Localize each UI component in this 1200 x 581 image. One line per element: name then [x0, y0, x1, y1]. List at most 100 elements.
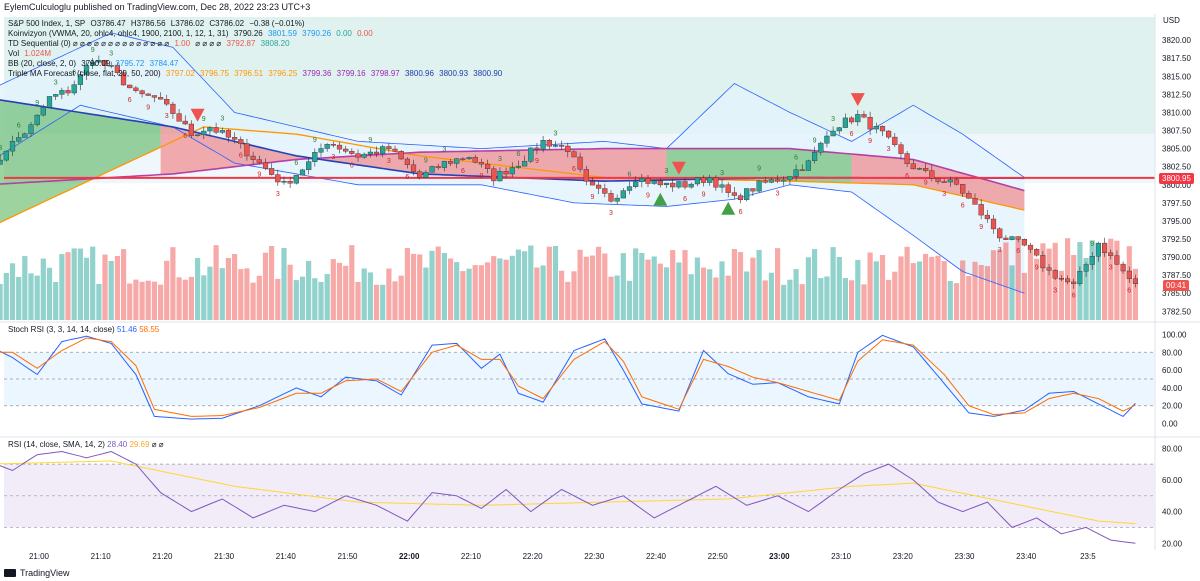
candle-body: [1046, 267, 1052, 271]
countdown-label: 00:41: [1163, 280, 1190, 291]
candle-body: [1052, 270, 1058, 279]
time-axis-tick: 22:50: [708, 552, 729, 561]
candle-body: [824, 135, 830, 144]
candle-body: [441, 161, 448, 168]
candle-body: [448, 161, 454, 164]
legend-td-v2: ⌀ ⌀ ⌀ ⌀: [195, 39, 222, 48]
td-count: 6: [461, 168, 465, 175]
volume-bar: [559, 270, 565, 320]
volume-bar: [176, 277, 182, 320]
rsi-band: [4, 464, 1155, 528]
candle-body: [892, 136, 898, 145]
volume-bar: [867, 252, 873, 320]
volume-bar: [565, 281, 571, 320]
buy-signal-icon: [653, 192, 668, 206]
volume-bar: [916, 261, 923, 320]
candle-body: [528, 147, 534, 162]
volume-bar: [540, 265, 546, 320]
candle-body: [1034, 249, 1040, 256]
candle-body: [960, 184, 966, 194]
legend-vol: Vol 1.024M: [8, 49, 54, 59]
volume-bar: [158, 284, 164, 320]
rsi-title: RSI (14, close, SMA, 14, 2): [8, 440, 105, 449]
candle-body: [781, 179, 787, 182]
candle-body: [941, 181, 947, 183]
candle-body: [577, 156, 583, 170]
volume-bar: [1027, 247, 1034, 320]
candle-body: [90, 61, 96, 66]
candle-body: [997, 228, 1003, 239]
td-count: 6: [572, 166, 576, 173]
candle-body: [410, 164, 417, 172]
price-axis-tick: 3815.00: [1162, 72, 1191, 81]
stoch-d-line: [0, 337, 1136, 417]
candle-body: [707, 177, 713, 183]
td-count: 3: [442, 146, 446, 153]
price-axis-tick: 3807.50: [1162, 127, 1191, 136]
volume-bar: [410, 253, 417, 320]
volume-bar: [96, 284, 102, 320]
td-count: 3: [609, 210, 613, 217]
time-axis-tick: 22:30: [584, 552, 605, 561]
volume-bar: [929, 256, 935, 320]
volume-bar: [336, 262, 343, 320]
sell-signal-icon: [190, 108, 205, 122]
volume-bar: [676, 262, 682, 320]
volume-bar: [626, 280, 633, 320]
legend-td: TD Sequential (0) ⌀ ⌀ ⌀ ⌀ ⌀ ⌀ ⌀ ⌀ ⌀ ⌀ ⌀ …: [8, 39, 293, 49]
td-count: 3: [998, 247, 1002, 254]
stoch-rsi-label: Stoch RSI (3, 3, 14, 14, close) 51.46 58…: [8, 325, 159, 334]
volume-bar: [775, 248, 781, 320]
candle-body: [1120, 263, 1126, 272]
candle-body: [713, 177, 719, 188]
time-axis-tick: 21:30: [214, 552, 235, 561]
legend-kvizyon-v4: 0.00: [336, 29, 352, 38]
candle-body: [657, 180, 663, 186]
time-axis-tick: 21:00: [29, 552, 50, 561]
volume-bar: [281, 248, 287, 320]
candle-body: [0, 159, 3, 165]
candle-body: [59, 90, 65, 95]
volume-bar: [441, 253, 447, 320]
candle-body: [194, 134, 201, 137]
volume-bar: [448, 258, 454, 320]
candle-body: [849, 117, 855, 123]
candle-body: [620, 190, 626, 199]
candle-body: [873, 126, 879, 130]
candle-body: [71, 84, 77, 94]
candle-body: [663, 182, 670, 186]
candle-body: [460, 158, 466, 160]
volume-bar: [293, 280, 299, 320]
candle-body: [744, 188, 750, 200]
candle-body: [1064, 278, 1071, 283]
volume-bar: [700, 267, 707, 320]
volume-bar: [781, 284, 787, 320]
volume-bar: [404, 248, 410, 320]
volume-bar: [90, 246, 96, 320]
candle-body: [53, 94, 59, 97]
volume-bar: [639, 253, 645, 320]
td-count: 9: [868, 138, 872, 145]
price-axis-tick: 3800.00: [1162, 181, 1191, 190]
volume-bar: [1095, 243, 1101, 320]
time-axis-tick: 23:30: [954, 552, 975, 561]
volume-bar: [978, 265, 984, 320]
volume-bar: [750, 257, 756, 320]
volume-bar: [1021, 272, 1027, 320]
td-count: 6: [17, 122, 21, 129]
candle-body: [3, 150, 9, 161]
volume-bar: [719, 261, 725, 320]
time-axis-tick: 21:20: [152, 552, 173, 561]
candle-body: [114, 65, 121, 73]
td-count: 3: [887, 146, 891, 153]
td-count: 6: [183, 133, 187, 140]
legend-tma-v1: 3797.02: [165, 69, 195, 78]
candle-body: [65, 90, 71, 94]
td-count: 6: [405, 174, 409, 181]
volume-bar: [1120, 267, 1126, 320]
candle-body: [700, 177, 707, 183]
volume-bar: [355, 282, 361, 320]
candle-body: [454, 158, 460, 164]
volume-bar: [836, 257, 842, 320]
volume-bar: [330, 259, 336, 320]
